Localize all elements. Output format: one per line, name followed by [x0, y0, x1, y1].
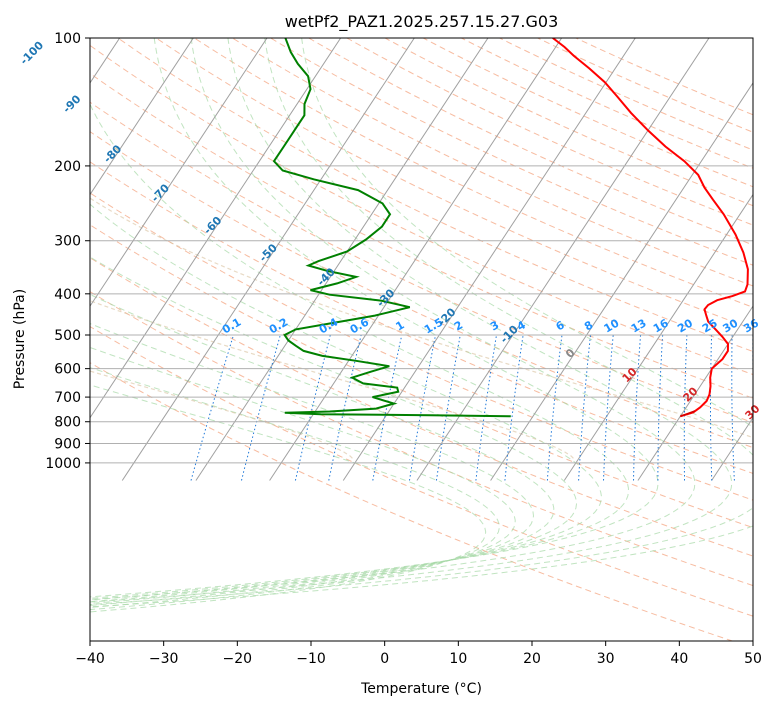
y-tick-label: 1000 — [45, 456, 81, 472]
x-tick-label: −40 — [75, 651, 105, 667]
x-tick-label: 50 — [744, 651, 762, 667]
x-axis-label: Temperature (°C) — [360, 681, 482, 697]
x-tick-label: −20 — [223, 651, 253, 667]
y-tick-label: 900 — [54, 436, 81, 452]
x-tick-label: −30 — [149, 651, 179, 667]
y-axis-label: Pressure (hPa) — [12, 289, 28, 389]
x-tick-label: 30 — [597, 651, 615, 667]
y-tick-label: 300 — [54, 234, 81, 250]
y-tick-label: 600 — [54, 362, 81, 378]
chart-title: wetPf2_PAZ1.2025.257.15.27.G03 — [285, 12, 559, 32]
x-tick-label: −10 — [296, 651, 326, 667]
x-tick-label: 40 — [670, 651, 688, 667]
y-tick-label: 800 — [54, 415, 81, 431]
x-tick-label: 10 — [449, 651, 467, 667]
x-tick-label: 0 — [380, 651, 389, 667]
y-tick-label: 200 — [54, 159, 81, 175]
y-tick-label: 400 — [54, 287, 81, 303]
y-tick-label: 100 — [54, 31, 81, 47]
x-tick-label: 20 — [523, 651, 541, 667]
y-tick-label: 500 — [54, 328, 81, 344]
y-tick-label: 700 — [54, 390, 81, 406]
